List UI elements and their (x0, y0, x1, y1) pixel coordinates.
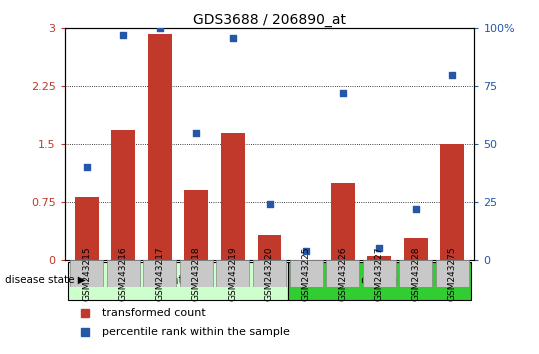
Text: percentile rank within the sample: percentile rank within the sample (101, 327, 289, 337)
Point (229, 35, 237, 40)
Bar (258, 235, 281, 260)
Text: disease state ▶: disease state ▶ (5, 275, 86, 285)
Text: GSM243227: GSM243227 (375, 246, 384, 301)
Text: GSM243225: GSM243225 (302, 246, 310, 301)
Text: GSM243216: GSM243216 (119, 246, 128, 301)
Bar (440, 144, 464, 260)
Point (82, 164, 91, 170)
Point (192, 130, 201, 135)
FancyBboxPatch shape (68, 262, 288, 300)
FancyBboxPatch shape (363, 260, 396, 287)
FancyBboxPatch shape (217, 260, 250, 287)
Bar (368, 256, 391, 260)
Text: GSM243215: GSM243215 (82, 246, 91, 301)
Text: GSM243217: GSM243217 (155, 246, 164, 301)
Bar (75, 196, 99, 260)
Text: GSM243219: GSM243219 (229, 246, 237, 301)
Text: GSM243275: GSM243275 (448, 246, 457, 301)
Point (302, 248, 310, 253)
Bar (148, 34, 171, 260)
Text: GSM243220: GSM243220 (265, 246, 274, 301)
Point (119, 33, 128, 38)
FancyBboxPatch shape (253, 260, 286, 287)
Bar (404, 238, 427, 260)
Point (265, 201, 274, 207)
FancyBboxPatch shape (289, 260, 322, 287)
Title: GDS3688 / 206890_at: GDS3688 / 206890_at (193, 13, 346, 27)
FancyBboxPatch shape (180, 260, 213, 287)
Bar (221, 132, 245, 260)
Bar (331, 183, 355, 260)
FancyBboxPatch shape (288, 262, 471, 300)
FancyBboxPatch shape (70, 260, 103, 287)
FancyBboxPatch shape (399, 260, 432, 287)
Point (375, 245, 384, 251)
FancyBboxPatch shape (326, 260, 359, 287)
FancyBboxPatch shape (143, 260, 176, 287)
Bar (112, 130, 135, 260)
FancyBboxPatch shape (436, 260, 469, 287)
Point (448, 72, 457, 78)
Text: obese: obese (361, 274, 398, 286)
FancyBboxPatch shape (107, 260, 140, 287)
Point (338, 90, 347, 96)
Point (155, 25, 164, 31)
Bar (184, 190, 208, 260)
Text: GSM243218: GSM243218 (192, 246, 201, 301)
Point (411, 206, 420, 212)
Text: control: control (156, 274, 200, 286)
Text: transformed count: transformed count (101, 308, 205, 318)
Text: GSM243228: GSM243228 (411, 246, 420, 301)
Text: GSM243226: GSM243226 (338, 246, 347, 301)
